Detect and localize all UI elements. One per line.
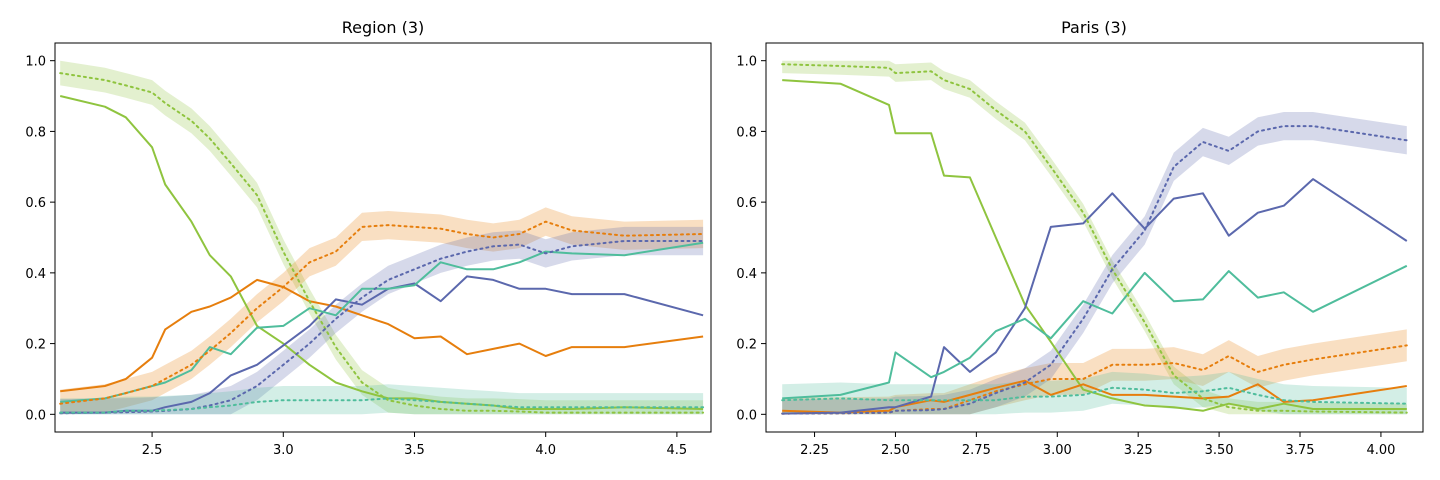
panel-region: Region (3) 2.5 3.0 3.5 4.0 4.5 0.0 0.2 0.4 0.6 0… <box>25 18 712 458</box>
series-green-solid-paris <box>782 79 1407 412</box>
x-tick-label-paris: 3.50 <box>1205 443 1234 458</box>
band-green-dotted-paris <box>782 60 1407 415</box>
x-tick-label-region: 3.0 <box>273 443 294 458</box>
x-tick-label-region: 4.0 <box>535 443 556 458</box>
y-tick-label-paris: 0.8 <box>736 125 757 140</box>
x-tick-label-region: 4.5 <box>667 443 688 458</box>
series-orange-dotted-region <box>59 220 705 405</box>
chart-title-region: Region (3) <box>342 18 425 37</box>
series-green-solid-region <box>59 95 704 410</box>
x-tick-label-paris: 3.75 <box>1286 443 1315 458</box>
series-purple-solid-paris <box>782 178 1408 415</box>
series-green-dotted-region <box>59 72 705 414</box>
band-purple-dotted-paris <box>782 112 1407 415</box>
series-teal-dotted-region <box>59 397 705 414</box>
x-tick-label-paris: 3.25 <box>1124 443 1153 458</box>
chart-title-paris: Paris (3) <box>1061 18 1127 37</box>
x-tick-label-region: 2.5 <box>142 443 163 458</box>
series-green-dotted-paris <box>781 63 1408 414</box>
y-tick-label-paris: 0.2 <box>736 338 757 353</box>
x-tick-label-paris: 4.00 <box>1366 443 1395 458</box>
band-teal-dotted-region <box>60 384 704 415</box>
y-tick-label-paris: 0.0 <box>736 408 757 423</box>
y-tick-label-region: 0.4 <box>25 267 46 282</box>
series-orange-solid-region <box>60 278 704 393</box>
x-tick-label-paris: 3.00 <box>1043 443 1072 458</box>
y-tick-label-paris: 0.4 <box>736 267 757 282</box>
x-tick-label-paris: 2.25 <box>800 443 829 458</box>
axes-frame-region <box>54 42 712 433</box>
x-tick-label-region: 3.5 <box>404 443 425 458</box>
series-teal-solid-paris <box>782 264 1408 400</box>
x-tick-label-paris: 2.75 <box>962 443 991 458</box>
series-teal-solid-region <box>60 241 704 403</box>
band-orange-dotted-paris <box>782 329 1407 415</box>
y-tick-label-region: 0.2 <box>25 338 46 353</box>
y-tick-label-region: 0.8 <box>25 125 46 140</box>
panel-paris: Paris (3) 2.25 2.50 2.75 3.00 3.25 3.50 3.75 4.… <box>736 18 1424 458</box>
series-purple-solid-region <box>60 275 704 414</box>
series-teal-dotted-paris <box>781 386 1408 405</box>
y-tick-label-paris: 1.0 <box>736 55 757 70</box>
x-tick-label-paris: 2.50 <box>881 443 910 458</box>
series-purple-dotted-region <box>59 240 705 415</box>
y-tick-label-region: 1.0 <box>25 55 46 70</box>
series-purple-dotted-paris <box>781 125 1408 415</box>
band-purple-dotted-region <box>60 226 704 415</box>
y-tick-label-region: 0.0 <box>25 408 46 423</box>
y-tick-label-region: 0.6 <box>25 196 46 211</box>
axes-frame-paris <box>765 42 1424 433</box>
band-green-dotted-region <box>60 60 704 415</box>
y-tick-label-paris: 0.6 <box>736 196 757 211</box>
